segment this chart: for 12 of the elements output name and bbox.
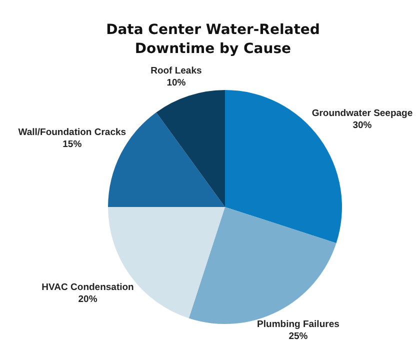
chart-title: Data Center Water-Related Downtime by Cause [106, 22, 320, 57]
slice-label: Groundwater Seepage [312, 108, 413, 120]
pie-slice [156, 90, 225, 207]
slice-label: Wall/Foundation Cracks [18, 127, 126, 138]
slice-label: Roof Leaks [150, 66, 202, 77]
data-label: 10% [166, 78, 186, 89]
slice-label: HVAC Condensation [42, 282, 134, 293]
data-label: 25% [288, 331, 308, 342]
data-label: 20% [78, 294, 98, 305]
data-label: 15% [62, 139, 82, 150]
data-label: 30% [352, 120, 372, 132]
slice-label: Plumbing Failures [257, 319, 340, 330]
